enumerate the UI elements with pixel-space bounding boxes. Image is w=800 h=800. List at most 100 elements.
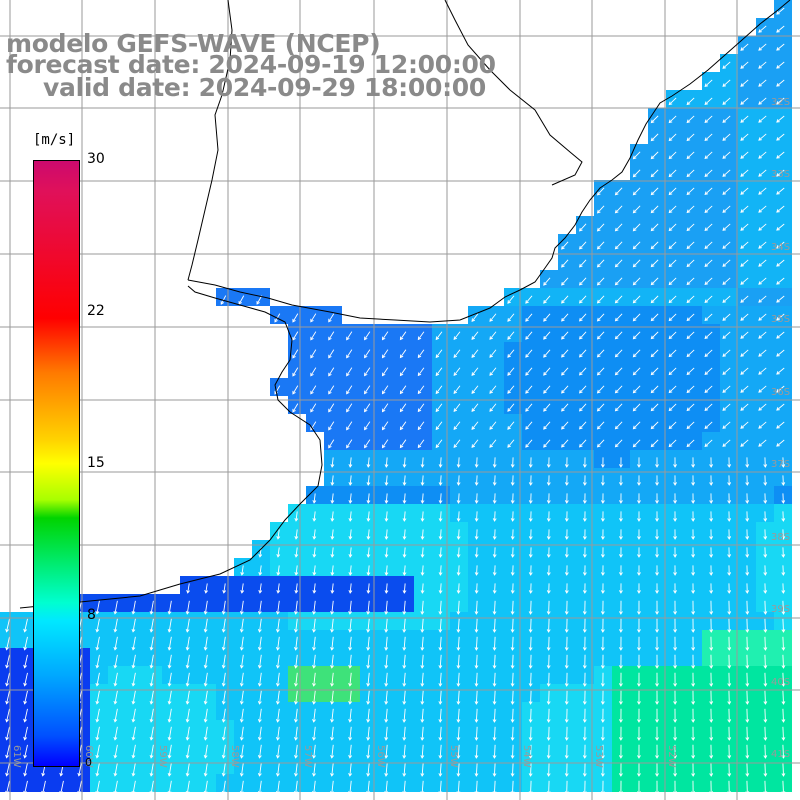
wind-arrowhead [438, 464, 443, 468]
lon-label: 60W [83, 745, 94, 768]
wind-arrow [385, 583, 388, 594]
wind-arrowhead [776, 209, 780, 213]
wind-arrowhead [203, 754, 208, 759]
lon-label: 55W [448, 745, 459, 768]
wind-arrowhead [727, 518, 732, 522]
wind-arrow [530, 762, 532, 777]
wind-arrowhead [312, 665, 316, 669]
wind-arrow [364, 403, 371, 412]
wind-arrowhead [776, 155, 780, 159]
wind-arrowhead [709, 611, 714, 615]
colorbar-tick-22: 22 [87, 303, 105, 319]
wind-arrow [277, 762, 280, 776]
wind-arrowhead [456, 755, 461, 759]
wind-arrow [686, 133, 695, 141]
colorbar-tick-30: 30 [87, 151, 105, 167]
wind-arrow [150, 708, 154, 722]
wind-arrow [475, 762, 478, 777]
wind-arrow [776, 385, 785, 393]
wind-arrowhead [381, 426, 386, 431]
wind-arrowhead [614, 281, 619, 286]
wind-arrow [782, 672, 784, 687]
border-line [444, 0, 583, 186]
wind-arrowhead [420, 791, 425, 795]
wind-arrow [494, 547, 496, 558]
wind-arrowhead [564, 500, 569, 504]
wind-arrowhead [348, 629, 353, 633]
wind-arrowhead [722, 263, 727, 267]
wind-arrow [168, 744, 172, 758]
wind-arrow [650, 133, 659, 141]
wind-arrowhead [579, 335, 583, 340]
wind-arrowhead [722, 137, 727, 141]
wind-arrowhead [686, 299, 691, 304]
wind-arrow [782, 762, 784, 777]
wind-arrowhead [650, 281, 655, 286]
wind-arrow [471, 349, 479, 358]
wind-arrowhead [564, 572, 569, 576]
wind-arrow [722, 295, 731, 303]
wind-arrowhead [366, 683, 371, 687]
wind-arrowhead [582, 590, 587, 594]
wind-arrow [241, 565, 244, 575]
wind-arrowhead [600, 719, 605, 723]
wind-arrowhead [740, 137, 745, 141]
wind-arrowhead [438, 554, 443, 558]
wind-arrowhead [618, 647, 623, 651]
wind-arrowhead [402, 590, 407, 594]
wind-arrowhead [384, 719, 389, 723]
wind-arrow [776, 241, 785, 249]
wind-arrowhead [366, 464, 371, 468]
wind-arrowhead [763, 701, 768, 705]
lon-label: 58W [229, 745, 240, 768]
wind-arrowhead [364, 336, 368, 341]
wind-arrowhead [579, 371, 583, 376]
wind-arrowhead [5, 754, 9, 759]
wind-arrow [668, 439, 677, 447]
wind-arrowhead [95, 700, 100, 705]
wind-arrow [403, 511, 406, 522]
wind-arrow [493, 726, 496, 741]
wind-arrowhead [740, 227, 745, 231]
wind-arrow [421, 726, 424, 741]
wind-arrow [292, 403, 299, 413]
wind-arrow [331, 457, 334, 468]
wind-arrowhead [668, 191, 673, 196]
wind-arrowhead [203, 664, 208, 669]
wind-arrowhead [402, 572, 407, 576]
wind-arrowhead [546, 464, 551, 468]
wind-arrowhead [420, 629, 425, 633]
wind-arrow [615, 205, 623, 214]
wind-arrowhead [673, 482, 677, 486]
wind-arrowhead [637, 683, 641, 687]
wind-arrowhead [673, 755, 678, 759]
wind-arrowhead [364, 390, 368, 395]
wind-arrow [776, 313, 785, 321]
wind-arrow [507, 421, 515, 430]
wind-arrowhead [23, 664, 28, 669]
wind-arrow [6, 618, 10, 632]
wind-arrowhead [579, 407, 583, 412]
wind-arrowhead [600, 791, 605, 795]
wind-arrowhead [528, 518, 533, 522]
wind-arrow [349, 780, 352, 794]
wind-arrowhead [149, 754, 154, 759]
wind-arrowhead [673, 737, 678, 741]
wind-arrow [633, 259, 641, 268]
wind-arrowhead [596, 389, 601, 394]
wind-arrowhead [330, 791, 334, 795]
wind-arrow [421, 672, 424, 687]
wind-arrowhead [686, 407, 691, 412]
wind-arrowhead [564, 683, 569, 687]
wind-arrowhead [435, 354, 440, 359]
wind-arrow [328, 439, 335, 449]
wind-arrowhead [384, 500, 389, 504]
wind-arrow [204, 744, 208, 758]
wind-arrow [764, 636, 766, 651]
wind-arrowhead [23, 790, 28, 795]
wind-arrowhead [185, 610, 190, 615]
wind-arrow [650, 349, 659, 357]
wind-arrow [186, 708, 190, 722]
wind-arrowhead [763, 500, 768, 504]
wind-arrowhead [366, 536, 371, 540]
